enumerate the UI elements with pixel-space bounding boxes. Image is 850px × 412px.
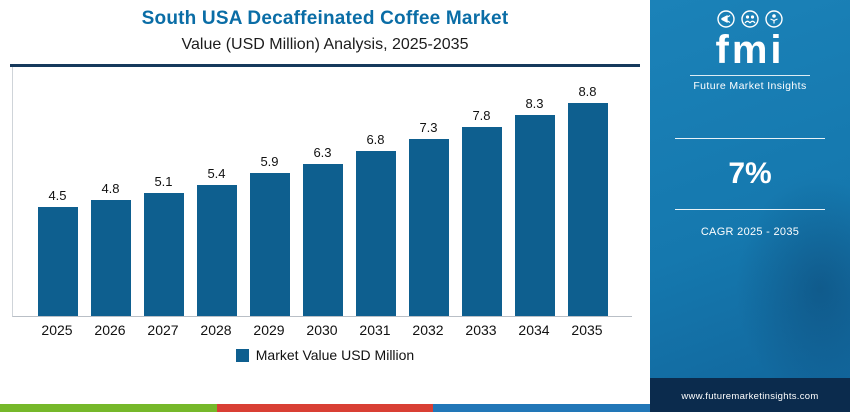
bar	[37, 207, 78, 316]
legend-label: Market Value USD Million	[255, 347, 415, 363]
logo-wordmark: fmi	[715, 28, 785, 72]
stat-divider-top	[675, 138, 825, 139]
bar	[143, 193, 184, 316]
bar-group: 5.1	[143, 174, 184, 316]
bar-value-label: 4.8	[101, 181, 120, 196]
bar	[355, 151, 396, 316]
chart-header: South USA Decaffeinated Coffee Market Va…	[0, 0, 650, 54]
stripe-blue	[433, 404, 651, 412]
bar-value-label: 8.3	[525, 96, 544, 111]
bar-value-label: 6.8	[366, 132, 385, 147]
stripe-red	[216, 404, 434, 412]
megaphone-icon	[717, 10, 735, 28]
bar-value-label: 7.3	[419, 120, 438, 135]
bar-value-label: 6.3	[313, 145, 332, 160]
bar-value-label: 8.8	[578, 84, 597, 99]
bar-group: 8.3	[514, 96, 555, 316]
x-axis-tick-label: 2025	[41, 322, 73, 338]
bar	[90, 200, 131, 316]
logo-divider	[690, 75, 810, 76]
bar-group: 8.8	[567, 84, 608, 316]
x-axis-labels: 2025 2026 2027 2028 2029 2030 2031 2032 2033 2034…	[12, 317, 632, 338]
website-link[interactable]: www.futuremarketinsights.com	[681, 391, 819, 402]
bar-group: 5.9	[249, 154, 290, 316]
chart-legend: Market Value USD Million	[0, 347, 650, 363]
bar	[567, 103, 608, 316]
cagr-label: CAGR 2025 - 2035	[700, 226, 800, 238]
bar-value-label: 7.8	[472, 108, 491, 123]
bar-value-label: 4.5	[48, 188, 67, 203]
stat-divider-bottom	[675, 209, 825, 210]
x-axis-tick-label: 2029	[253, 322, 285, 338]
x-axis-tick-label: 2033	[465, 322, 497, 338]
bar-value-label: 5.9	[260, 154, 279, 169]
bar-group: 7.8	[461, 108, 502, 316]
x-axis-tick-label: 2026	[94, 322, 126, 338]
person-raising-arms-icon	[765, 10, 783, 28]
brand-sidebar: fmi Future Market Insights 7% CAGR 2025 …	[650, 0, 850, 412]
bar-chart-plot-area: 4.5 4.8 5.1 5.4 5.9 6.3 6.8 7.3 7.8 8.3 8.8	[12, 67, 632, 317]
x-axis-tick-label: 2035	[571, 322, 603, 338]
x-axis-tick-label: 2030	[306, 322, 338, 338]
bar-group: 7.3	[408, 120, 449, 316]
bar	[249, 173, 290, 316]
legend-swatch	[235, 348, 249, 362]
chart-title: South USA Decaffeinated Coffee Market	[141, 8, 509, 29]
people-group-icon	[741, 10, 759, 28]
x-axis-tick-label: 2027	[147, 322, 179, 338]
bar-value-label: 5.1	[154, 174, 173, 189]
bar-group: 6.8	[355, 132, 396, 316]
x-axis-tick-label: 2031	[359, 322, 391, 338]
fmi-logo: fmi Future Market Insights	[690, 10, 810, 92]
logo-people-icons	[690, 10, 810, 28]
bar	[514, 115, 555, 316]
x-axis-tick-label: 2032	[412, 322, 444, 338]
bar-group: 6.3	[302, 145, 343, 316]
bar-group: 5.4	[196, 166, 237, 316]
bar-group: 4.8	[90, 181, 131, 316]
chart-panel: South USA Decaffeinated Coffee Market Va…	[0, 0, 651, 412]
logo-company-name: Future Market Insights	[693, 80, 807, 92]
bar	[461, 127, 502, 316]
bar	[408, 139, 449, 316]
bar-value-label: 5.4	[207, 166, 226, 181]
bar	[302, 164, 343, 316]
cagr-value: 7%	[728, 157, 772, 190]
sidebar-footer: www.futuremarketinsights.com	[650, 378, 850, 412]
stripe-green	[0, 404, 217, 412]
x-axis-tick-label: 2028	[200, 322, 232, 338]
x-axis-tick-label: 2034	[518, 322, 550, 338]
header-rule	[10, 64, 640, 67]
bar	[196, 185, 237, 316]
chart-subtitle: Value (USD Million) Analysis, 2025-2035	[181, 36, 469, 53]
decorative-bottom-stripe	[0, 404, 651, 412]
bar-group: 4.5	[37, 188, 78, 316]
